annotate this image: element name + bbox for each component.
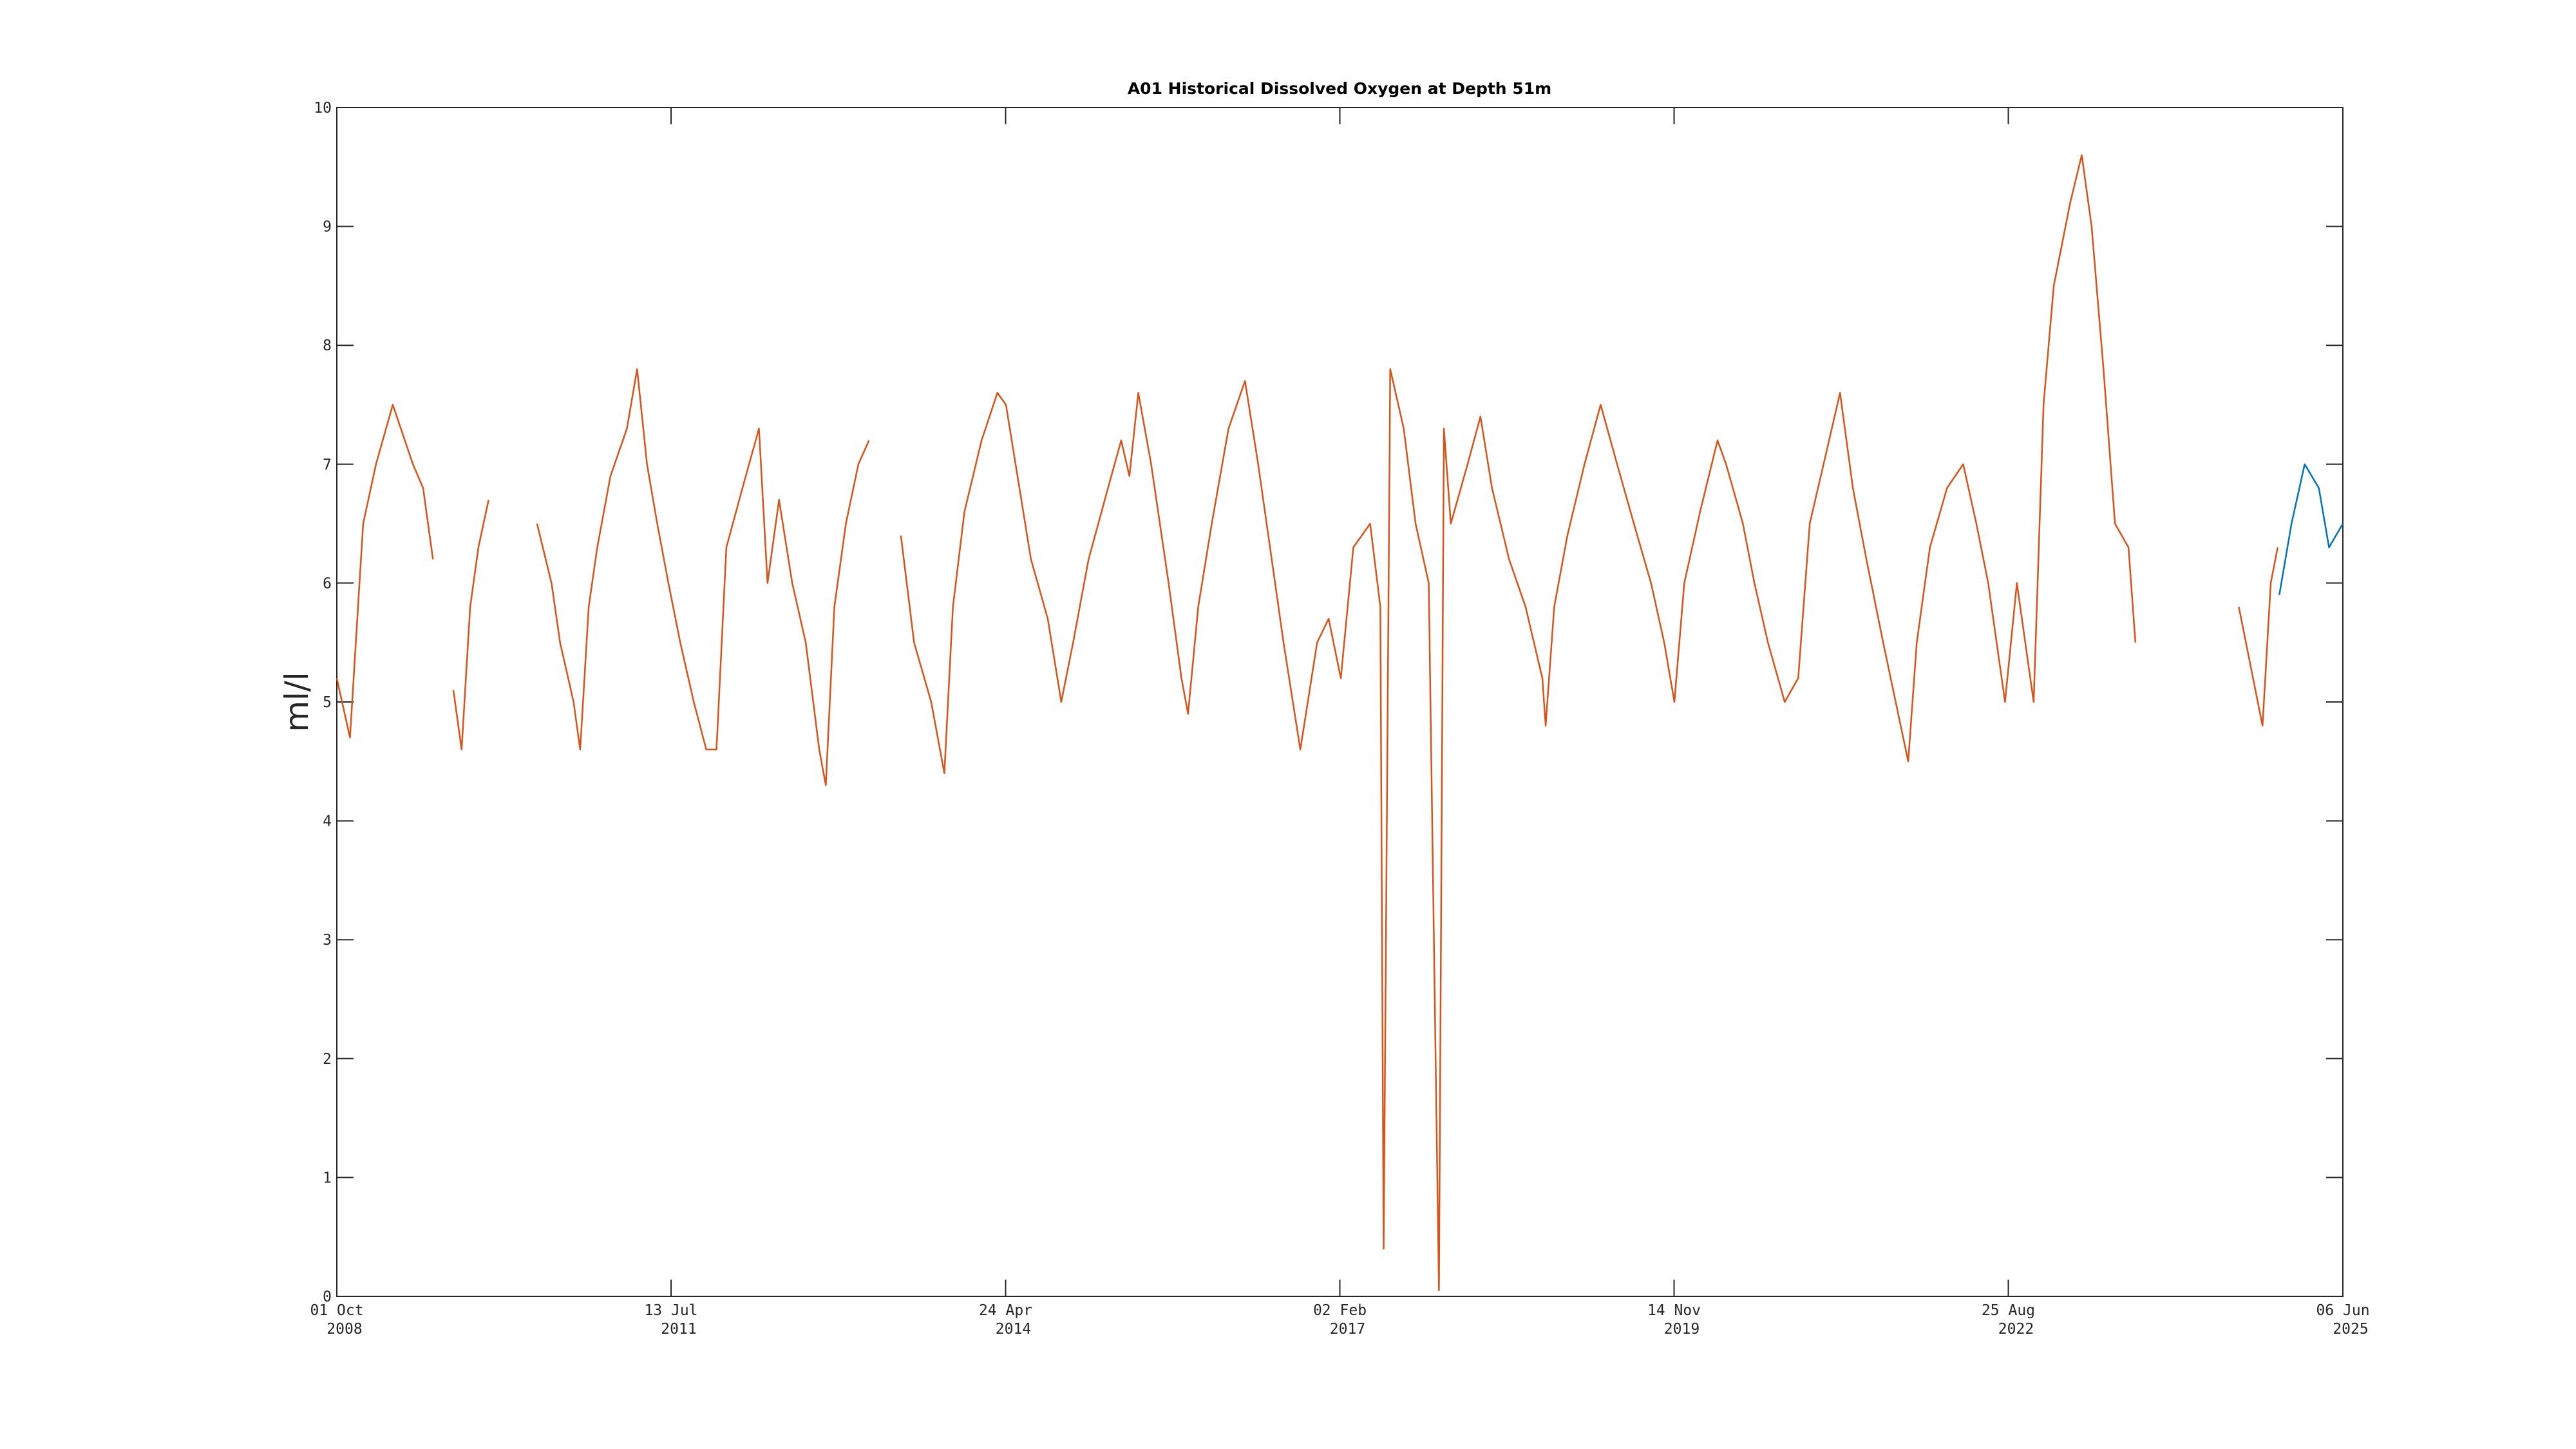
- x-tick-label: 06 Jun: [2316, 1302, 2369, 1319]
- data-line: [2278, 463, 2344, 596]
- chart-title: A01 Historical Dissolved Oxygen at Depth…: [1128, 79, 1551, 98]
- x-tick-label: 02 Feb: [1313, 1302, 1367, 1319]
- y-tick-label: 6: [323, 575, 332, 592]
- x-tick-label: 2017: [1330, 1321, 1365, 1338]
- x-tick-label: 14 Nov: [1647, 1302, 1701, 1319]
- y-tick-label: 9: [323, 219, 332, 236]
- x-tick-label: 01 Oct: [310, 1302, 363, 1319]
- x-tick-label: 24 Apr: [979, 1302, 1032, 1319]
- x-tick-label: 25 Aug: [1982, 1302, 2035, 1319]
- plot-frame: [336, 107, 2344, 1297]
- y-tick-label: 0: [323, 1289, 332, 1305]
- y-tick-label: 4: [323, 813, 332, 830]
- data-line: [336, 154, 2278, 1292]
- x-tick-label: 2022: [1998, 1321, 2034, 1338]
- y-tick-label: 3: [323, 932, 332, 949]
- x-tick-label: 2008: [327, 1321, 362, 1338]
- y-tick-label: 8: [323, 337, 332, 354]
- y-tick-label: 10: [314, 100, 332, 117]
- x-tick-label: 2014: [996, 1321, 1031, 1338]
- x-tick-label: 13 Jul: [644, 1302, 697, 1319]
- y-tick-label: 7: [323, 457, 332, 473]
- y-tick-label: 5: [323, 694, 332, 711]
- y-axis-label: ml/l: [278, 672, 316, 732]
- y-tick-label: 2: [323, 1051, 332, 1068]
- x-tick-label: 2011: [661, 1321, 696, 1338]
- y-tick-label: 1: [323, 1170, 332, 1186]
- x-tick-label: 2025: [2333, 1321, 2368, 1338]
- x-tick-label: 2019: [1664, 1321, 1700, 1338]
